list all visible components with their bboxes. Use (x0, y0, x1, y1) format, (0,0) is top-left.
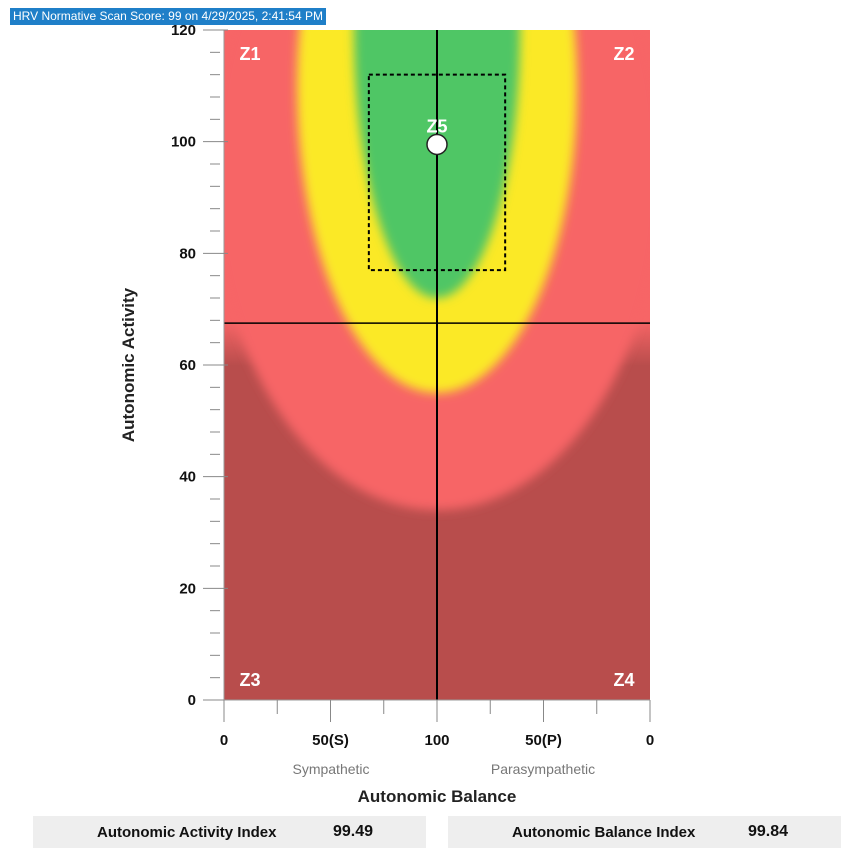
zone-label-z4: Z4 (613, 670, 634, 690)
activity-index-label: Autonomic Activity Index (97, 824, 277, 841)
zone-label-z2: Z2 (613, 44, 634, 64)
score-point (426, 133, 448, 156)
x-tick-label: 50(P) (525, 732, 562, 749)
x-tick-label: 0 (220, 732, 228, 749)
axes: 0 20 40 60 80 100 120 0 50(S) 100 50(P) 0 (171, 22, 654, 749)
x-tick-label: 100 (424, 732, 449, 749)
balance-index-panel: Autonomic Balance Index 99.84 (448, 816, 841, 848)
y-tick-label: 40 (179, 469, 196, 486)
y-axis-label: Autonomic Activity (119, 287, 138, 443)
parasympathetic-label: Parasympathetic (490, 761, 596, 777)
y-tick-label: 120 (171, 22, 196, 39)
x-tick-label: 0 (646, 732, 654, 749)
activity-index-panel: Autonomic Activity Index 99.49 (33, 816, 426, 848)
zone-labels: Z1 Z2 Z3 Z4 Z5 (239, 44, 634, 690)
balance-index-value: 99.84 (748, 823, 789, 840)
zone-label-z3: Z3 (239, 670, 260, 690)
balance-index-label: Autonomic Balance Index (512, 824, 696, 841)
scan-score-title: HRV Normative Scan Score: 99 on 4/29/202… (10, 8, 326, 25)
y-tick-label: 80 (179, 245, 196, 262)
y-tick-label: 0 (188, 692, 196, 709)
activity-index-value: 99.49 (333, 823, 374, 840)
y-tick-label: 60 (179, 357, 196, 374)
x-tick-label: 50(S) (312, 732, 349, 749)
zone-label-z5: Z5 (426, 116, 447, 136)
y-tick-label: 100 (171, 134, 196, 151)
x-axis-label: Autonomic Balance (357, 787, 517, 806)
zone-label-z1: Z1 (239, 44, 260, 64)
sympathetic-label: Sympathetic (292, 761, 370, 777)
y-tick-label: 20 (179, 580, 196, 597)
